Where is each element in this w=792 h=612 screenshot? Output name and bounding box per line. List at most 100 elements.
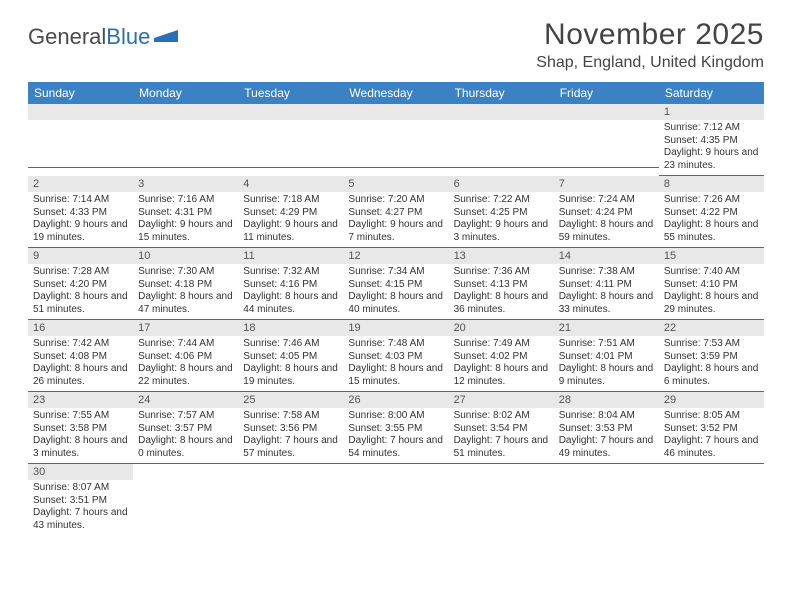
day-body: Sunrise: 7:49 AMSunset: 4:02 PMDaylight:…	[449, 336, 554, 392]
day-number: 26	[343, 392, 448, 408]
daylight-text: Daylight: 7 hours and 46 minutes.	[664, 435, 759, 460]
day-body: Sunrise: 7:20 AMSunset: 4:27 PMDaylight:…	[343, 192, 448, 248]
calendar-day: 6Sunrise: 7:22 AMSunset: 4:25 PMDaylight…	[449, 176, 554, 248]
sunset-text: Sunset: 4:33 PM	[33, 207, 128, 220]
calendar-day-empty	[28, 104, 133, 176]
sunset-text: Sunset: 4:08 PM	[33, 351, 128, 364]
calendar-body: 1Sunrise: 7:12 AMSunset: 4:35 PMDaylight…	[28, 104, 764, 535]
sunrise-text: Sunrise: 8:00 AM	[348, 410, 443, 423]
sunset-text: Sunset: 3:59 PM	[664, 351, 759, 364]
daylight-text: Daylight: 9 hours and 11 minutes.	[243, 219, 338, 244]
day-number: 19	[343, 320, 448, 336]
sunset-text: Sunset: 4:05 PM	[243, 351, 338, 364]
sunset-text: Sunset: 4:03 PM	[348, 351, 443, 364]
sunset-text: Sunset: 4:35 PM	[664, 135, 759, 148]
sunrise-text: Sunrise: 7:49 AM	[454, 338, 549, 351]
day-body: Sunrise: 7:26 AMSunset: 4:22 PMDaylight:…	[659, 192, 764, 248]
sunset-text: Sunset: 3:55 PM	[348, 423, 443, 436]
day-header: Tuesday	[238, 82, 343, 104]
calendar-day: 4Sunrise: 7:18 AMSunset: 4:29 PMDaylight…	[238, 176, 343, 248]
month-title: November 2025	[536, 18, 764, 52]
sunset-text: Sunset: 3:54 PM	[454, 423, 549, 436]
logo-text-a: General	[28, 24, 106, 49]
day-number: 30	[28, 464, 133, 480]
calendar-day: 5Sunrise: 7:20 AMSunset: 4:27 PMDaylight…	[343, 176, 448, 248]
daylight-text: Daylight: 8 hours and 29 minutes.	[664, 291, 759, 316]
day-body: Sunrise: 7:24 AMSunset: 4:24 PMDaylight:…	[554, 192, 659, 248]
day-body: Sunrise: 7:18 AMSunset: 4:29 PMDaylight:…	[238, 192, 343, 248]
day-body: Sunrise: 8:04 AMSunset: 3:53 PMDaylight:…	[554, 408, 659, 464]
day-number	[133, 464, 238, 480]
calendar-day: 8Sunrise: 7:26 AMSunset: 4:22 PMDaylight…	[659, 176, 764, 248]
day-body: Sunrise: 7:36 AMSunset: 4:13 PMDaylight:…	[449, 264, 554, 320]
sunset-text: Sunset: 4:27 PM	[348, 207, 443, 220]
calendar-week: 16Sunrise: 7:42 AMSunset: 4:08 PMDayligh…	[28, 320, 764, 392]
daylight-text: Daylight: 8 hours and 6 minutes.	[664, 363, 759, 388]
calendar-day: 10Sunrise: 7:30 AMSunset: 4:18 PMDayligh…	[133, 248, 238, 320]
day-body: Sunrise: 7:42 AMSunset: 4:08 PMDaylight:…	[28, 336, 133, 392]
sunrise-text: Sunrise: 7:30 AM	[138, 266, 233, 279]
calendar-day: 30Sunrise: 8:07 AMSunset: 3:51 PMDayligh…	[28, 464, 133, 535]
sunrise-text: Sunrise: 7:24 AM	[559, 194, 654, 207]
logo-text: GeneralBlue	[28, 24, 150, 50]
day-body: Sunrise: 7:16 AMSunset: 4:31 PMDaylight:…	[133, 192, 238, 248]
day-body: Sunrise: 8:02 AMSunset: 3:54 PMDaylight:…	[449, 408, 554, 464]
day-body: Sunrise: 7:32 AMSunset: 4:16 PMDaylight:…	[238, 264, 343, 320]
daylight-text: Daylight: 8 hours and 36 minutes.	[454, 291, 549, 316]
sunset-text: Sunset: 4:16 PM	[243, 279, 338, 292]
day-number: 27	[449, 392, 554, 408]
calendar-day: 3Sunrise: 7:16 AMSunset: 4:31 PMDaylight…	[133, 176, 238, 248]
calendar-day-empty	[343, 104, 448, 176]
sunrise-text: Sunrise: 8:04 AM	[559, 410, 654, 423]
day-number	[449, 464, 554, 480]
daylight-text: Daylight: 7 hours and 57 minutes.	[243, 435, 338, 460]
calendar-week: 2Sunrise: 7:14 AMSunset: 4:33 PMDaylight…	[28, 176, 764, 248]
day-body: Sunrise: 7:34 AMSunset: 4:15 PMDaylight:…	[343, 264, 448, 320]
sunset-text: Sunset: 4:01 PM	[559, 351, 654, 364]
day-body: Sunrise: 7:51 AMSunset: 4:01 PMDaylight:…	[554, 336, 659, 392]
calendar-day: 18Sunrise: 7:46 AMSunset: 4:05 PMDayligh…	[238, 320, 343, 392]
sunset-text: Sunset: 4:24 PM	[559, 207, 654, 220]
day-header: Friday	[554, 82, 659, 104]
day-number: 22	[659, 320, 764, 336]
daylight-text: Daylight: 9 hours and 3 minutes.	[454, 219, 549, 244]
day-header: Wednesday	[343, 82, 448, 104]
sunset-text: Sunset: 4:31 PM	[138, 207, 233, 220]
day-body: Sunrise: 7:12 AMSunset: 4:35 PMDaylight:…	[659, 120, 764, 176]
day-header: Sunday	[28, 82, 133, 104]
day-number: 23	[28, 392, 133, 408]
calendar-week: 23Sunrise: 7:55 AMSunset: 3:58 PMDayligh…	[28, 392, 764, 464]
day-body	[133, 120, 238, 168]
calendar-day-empty	[133, 464, 238, 535]
daylight-text: Daylight: 7 hours and 43 minutes.	[33, 507, 128, 532]
day-body: Sunrise: 8:07 AMSunset: 3:51 PMDaylight:…	[28, 480, 133, 535]
day-body: Sunrise: 7:40 AMSunset: 4:10 PMDaylight:…	[659, 264, 764, 320]
day-header: Thursday	[449, 82, 554, 104]
daylight-text: Daylight: 9 hours and 7 minutes.	[348, 219, 443, 244]
daylight-text: Daylight: 8 hours and 12 minutes.	[454, 363, 549, 388]
calendar-day: 14Sunrise: 7:38 AMSunset: 4:11 PMDayligh…	[554, 248, 659, 320]
day-body	[554, 120, 659, 168]
calendar-day-empty	[133, 104, 238, 176]
day-body: Sunrise: 7:30 AMSunset: 4:18 PMDaylight:…	[133, 264, 238, 320]
day-number: 24	[133, 392, 238, 408]
day-number: 4	[238, 176, 343, 192]
calendar-day-empty	[554, 104, 659, 176]
calendar-day: 11Sunrise: 7:32 AMSunset: 4:16 PMDayligh…	[238, 248, 343, 320]
calendar-day: 27Sunrise: 8:02 AMSunset: 3:54 PMDayligh…	[449, 392, 554, 464]
day-number	[343, 464, 448, 480]
daylight-text: Daylight: 8 hours and 55 minutes.	[664, 219, 759, 244]
calendar-day: 9Sunrise: 7:28 AMSunset: 4:20 PMDaylight…	[28, 248, 133, 320]
sunset-text: Sunset: 3:53 PM	[559, 423, 654, 436]
sunrise-text: Sunrise: 7:40 AM	[664, 266, 759, 279]
day-body: Sunrise: 7:28 AMSunset: 4:20 PMDaylight:…	[28, 264, 133, 320]
daylight-text: Daylight: 8 hours and 19 minutes.	[243, 363, 338, 388]
day-body: Sunrise: 8:05 AMSunset: 3:52 PMDaylight:…	[659, 408, 764, 464]
daylight-text: Daylight: 7 hours and 51 minutes.	[454, 435, 549, 460]
day-body: Sunrise: 7:55 AMSunset: 3:58 PMDaylight:…	[28, 408, 133, 464]
daylight-text: Daylight: 8 hours and 15 minutes.	[348, 363, 443, 388]
sunrise-text: Sunrise: 7:42 AM	[33, 338, 128, 351]
daylight-text: Daylight: 8 hours and 9 minutes.	[559, 363, 654, 388]
calendar-day-empty	[449, 104, 554, 176]
day-header: Saturday	[659, 82, 764, 104]
